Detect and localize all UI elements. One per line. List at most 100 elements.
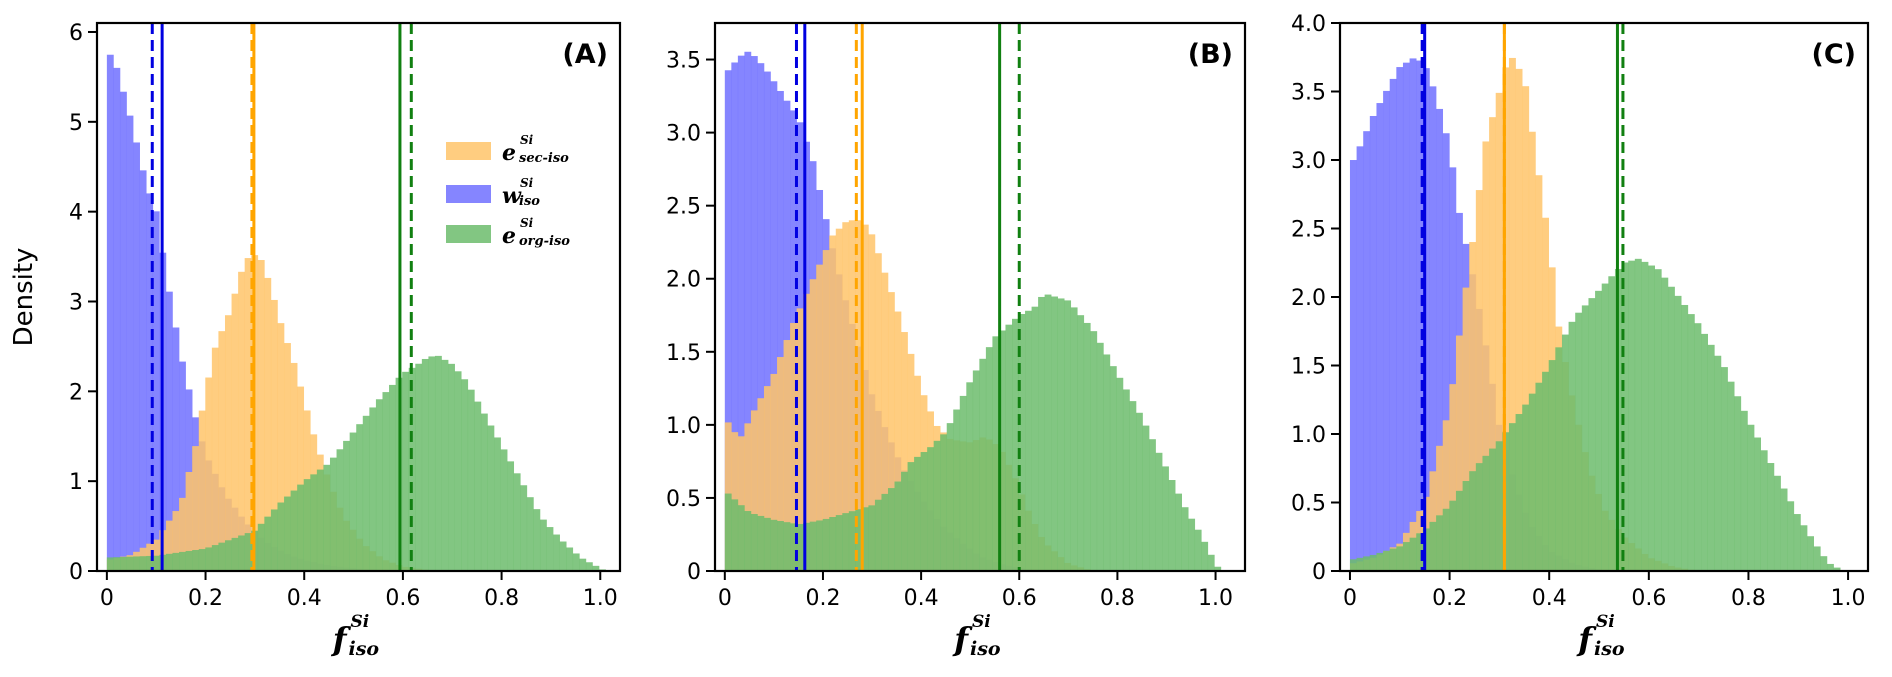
hist-bar bbox=[297, 386, 305, 571]
hist-bar bbox=[803, 522, 810, 571]
hist-bar bbox=[198, 410, 206, 571]
hist-bar bbox=[1396, 67, 1404, 571]
y-tick-label: 3.5 bbox=[666, 49, 701, 74]
hist-bar bbox=[1449, 167, 1457, 572]
hist-bar bbox=[1495, 441, 1503, 571]
hist-bar bbox=[1122, 389, 1130, 571]
hist-bar bbox=[1038, 296, 1045, 571]
hist-bar bbox=[1628, 260, 1636, 571]
hist-bar bbox=[434, 355, 442, 571]
hist-bar bbox=[231, 293, 239, 571]
hist-bar bbox=[998, 330, 1006, 571]
x-axis-title: f Si iso bbox=[952, 612, 1001, 660]
hist-bar bbox=[887, 292, 895, 571]
hist-bar bbox=[1436, 515, 1444, 571]
hist-bar bbox=[1455, 335, 1463, 571]
hist-bar bbox=[113, 557, 121, 571]
hist-bar bbox=[297, 484, 305, 571]
hist-bar bbox=[1057, 298, 1065, 571]
hist-bar bbox=[126, 556, 134, 571]
hist-bar bbox=[757, 398, 765, 571]
plot-frame bbox=[95, 21, 622, 573]
hist-bar bbox=[428, 356, 436, 571]
legend-symbol: e bbox=[502, 140, 516, 166]
hist-bar bbox=[1714, 355, 1722, 571]
y-tick-label: 3.5 bbox=[1291, 81, 1326, 106]
hist-bar bbox=[777, 357, 784, 571]
y-tick-label: 5 bbox=[69, 111, 83, 136]
hist-bar bbox=[566, 547, 574, 571]
hist-bar bbox=[953, 409, 961, 571]
x-tick-label: 0.8 bbox=[1731, 586, 1766, 611]
hist-bar bbox=[244, 533, 252, 571]
hist-bar bbox=[927, 447, 934, 571]
hist-bar bbox=[1542, 371, 1549, 571]
legend-item: e Si sec-iso bbox=[446, 133, 569, 166]
hist-bar bbox=[1129, 401, 1137, 571]
y-tick-label: 1.0 bbox=[1291, 423, 1326, 448]
hist-bar bbox=[284, 496, 291, 571]
hist-bar bbox=[855, 220, 863, 571]
x-tick-label: 0.4 bbox=[904, 586, 939, 611]
x-axis-subscript: iso bbox=[349, 638, 380, 660]
hist-bar bbox=[1416, 533, 1424, 571]
hist-bar bbox=[172, 511, 180, 571]
hist-bar bbox=[770, 81, 778, 572]
hist-bar bbox=[1694, 323, 1702, 571]
hist-bar bbox=[1608, 276, 1616, 571]
x-axis-subscript: iso bbox=[1594, 638, 1625, 660]
hist-bar bbox=[887, 488, 895, 571]
hist-bar bbox=[1581, 305, 1589, 571]
hist-bar bbox=[290, 362, 298, 571]
x-tick-label: 0.8 bbox=[484, 586, 519, 611]
y-tick-label: 0.5 bbox=[666, 487, 701, 512]
hist-bar bbox=[507, 461, 515, 571]
y-tick-label: 3.0 bbox=[1291, 149, 1326, 174]
hist-bar bbox=[382, 392, 390, 571]
hist-bar bbox=[946, 423, 954, 571]
legend-subscript: org-iso bbox=[519, 234, 570, 249]
hist-bar bbox=[1740, 410, 1748, 571]
hist-bar bbox=[1687, 314, 1695, 571]
y-tick-label: 2.5 bbox=[666, 195, 701, 220]
hist-bar bbox=[750, 410, 758, 571]
hist-bar bbox=[920, 452, 928, 571]
hist-bar bbox=[592, 565, 600, 571]
hist-bar bbox=[172, 327, 180, 571]
x-axis-superscript: Si bbox=[972, 612, 991, 632]
y-tick-label: 3.0 bbox=[666, 122, 701, 147]
hist-bar bbox=[165, 291, 173, 571]
hist-bar bbox=[1661, 277, 1669, 571]
hist-bar bbox=[375, 399, 383, 571]
hist-bar bbox=[1436, 108, 1444, 571]
x-tick-label: 0.4 bbox=[287, 586, 322, 611]
hist-bar bbox=[1363, 131, 1371, 572]
hist-bar bbox=[940, 434, 948, 571]
hist-bar bbox=[855, 509, 863, 571]
hist-bar bbox=[1116, 377, 1124, 571]
hist-bar bbox=[1482, 141, 1490, 571]
hist-bar bbox=[1409, 537, 1417, 571]
plot-frame bbox=[713, 21, 1247, 573]
hist-bar bbox=[1681, 304, 1689, 571]
hist-bar bbox=[224, 315, 232, 571]
hist-bar bbox=[1575, 312, 1583, 571]
hist-bar bbox=[750, 513, 758, 571]
hist-bar bbox=[1555, 347, 1563, 571]
hist-bar bbox=[783, 340, 791, 571]
hist-bar bbox=[461, 379, 469, 571]
hist-bar bbox=[126, 115, 134, 572]
hist-bar bbox=[264, 277, 272, 571]
hist-bar bbox=[1455, 490, 1463, 571]
hist-bar bbox=[579, 558, 587, 571]
hist-bar bbox=[290, 490, 298, 571]
hist-bar bbox=[901, 332, 908, 571]
hist-bar bbox=[1720, 367, 1728, 571]
hist-bar bbox=[1383, 90, 1391, 571]
hist-bar bbox=[1780, 488, 1788, 571]
hist-bar bbox=[218, 331, 226, 571]
hist-bar bbox=[1402, 62, 1410, 572]
y-tick-label: 4.0 bbox=[1291, 12, 1326, 37]
legend-swatch bbox=[446, 142, 491, 160]
